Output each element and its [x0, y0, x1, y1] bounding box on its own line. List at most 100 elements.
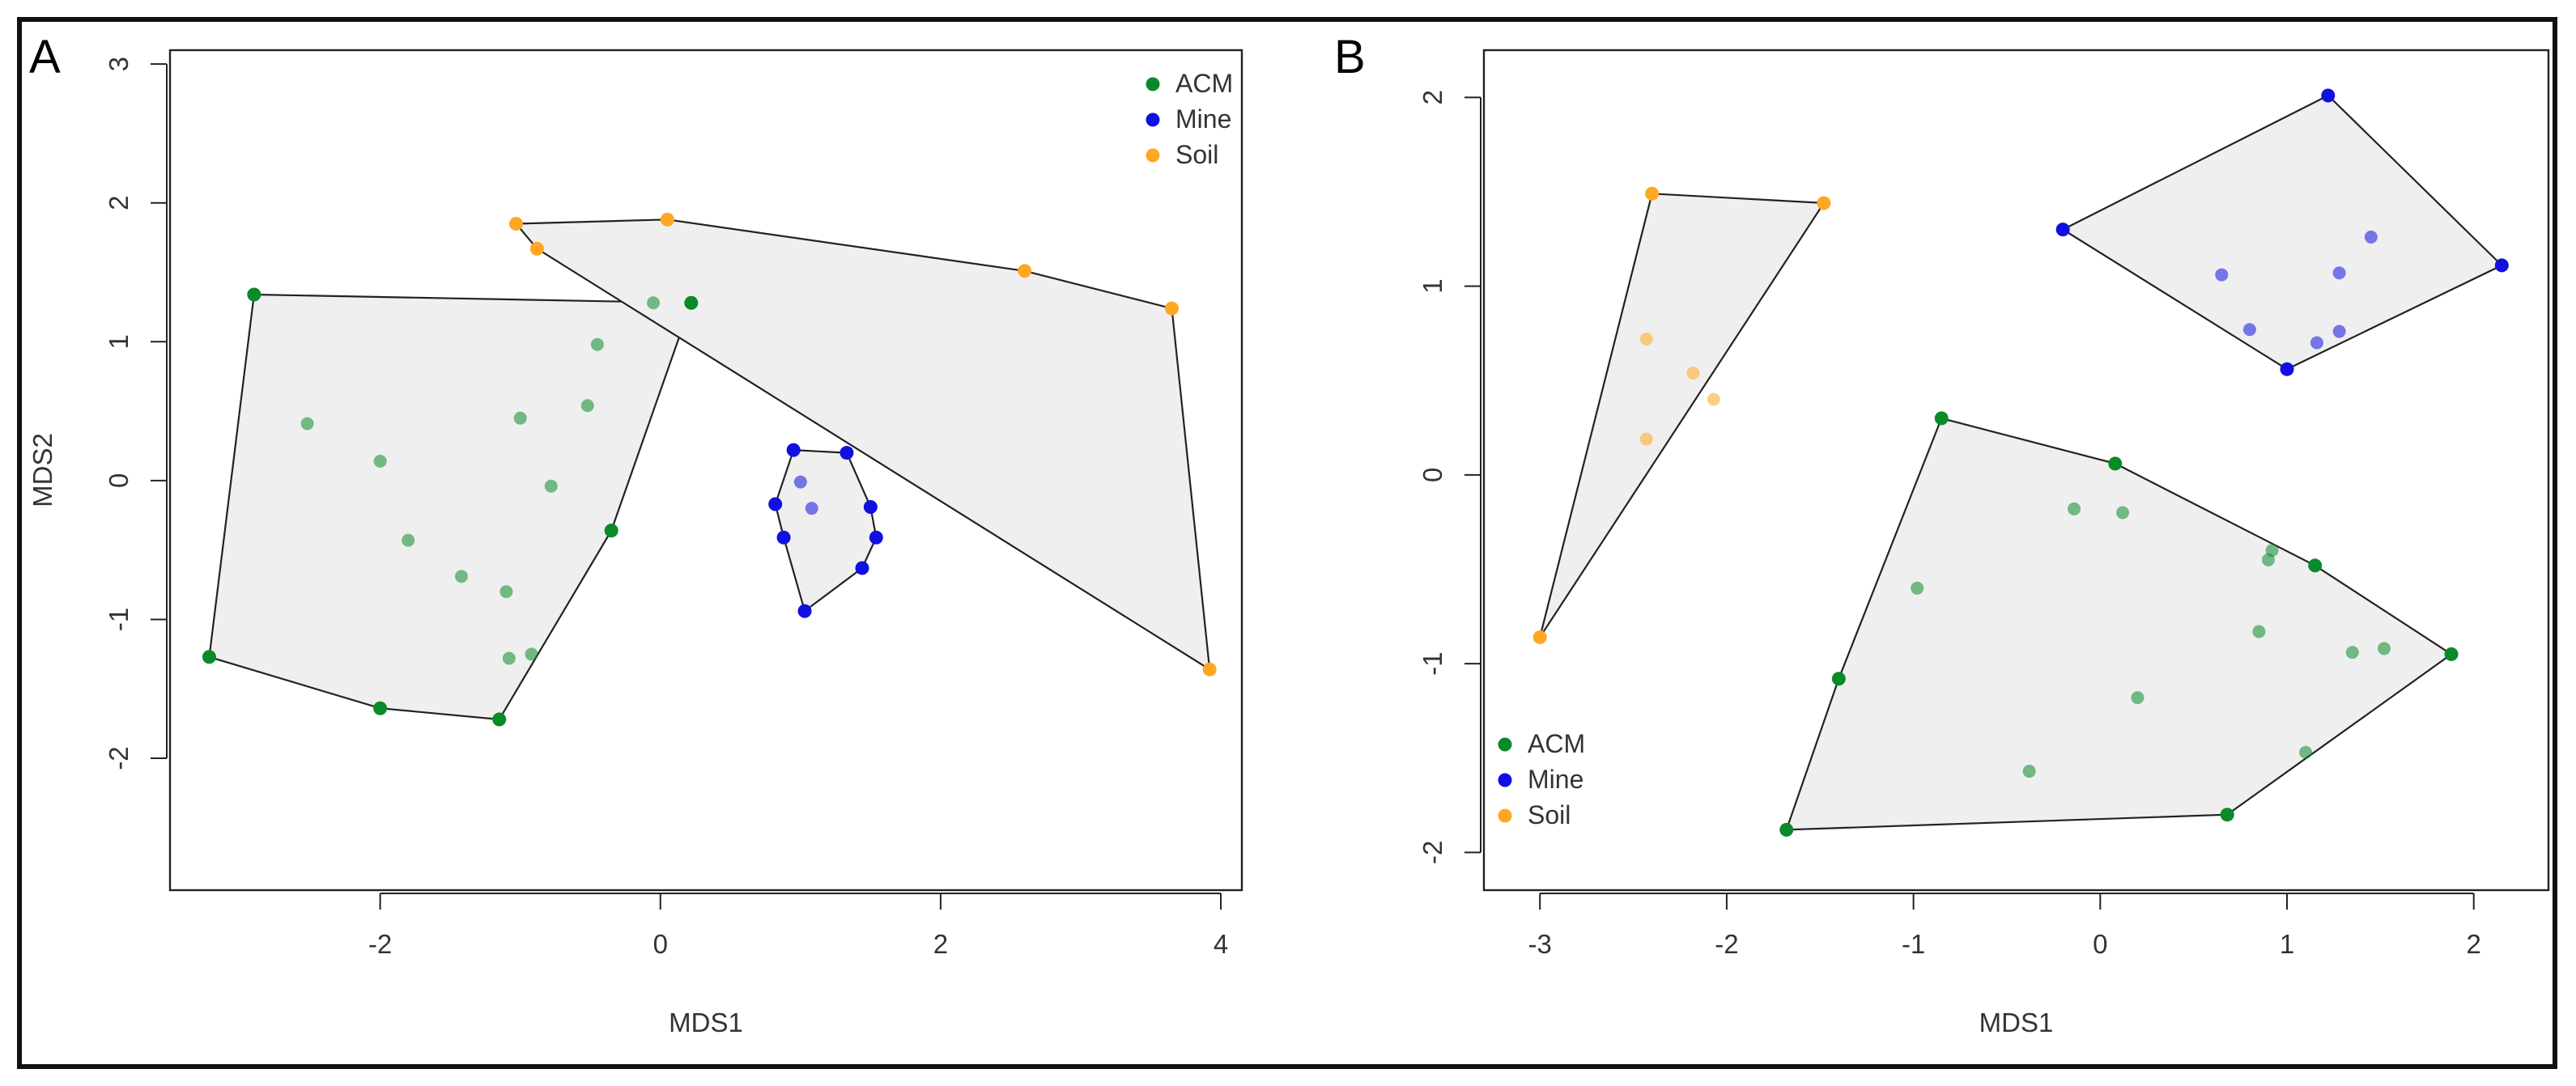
hull-point-acm — [492, 712, 507, 727]
hull-point-acm — [1831, 672, 1846, 686]
hull-point-mine — [2055, 223, 2070, 237]
point-mine — [2332, 266, 2346, 280]
point-acm — [544, 479, 558, 493]
hull-point-mine — [2280, 362, 2294, 376]
point-acm — [402, 533, 415, 547]
point-acm — [300, 417, 314, 431]
point-acm — [2252, 625, 2266, 638]
hull-point-acm — [2308, 558, 2323, 573]
point-mine — [2364, 230, 2378, 244]
point-acm — [2131, 691, 2145, 705]
y-axis-title: MDS2 — [28, 433, 57, 507]
point-acm — [373, 454, 387, 468]
hull-point-mine — [2321, 88, 2336, 103]
hull-point-acm — [2108, 456, 2123, 471]
point-mine — [2215, 268, 2229, 282]
point-mine — [793, 475, 807, 489]
point-mine — [2310, 336, 2323, 350]
legend-marker-soil — [1146, 148, 1160, 163]
y-tick-label: -1 — [1418, 651, 1447, 675]
x-axis-title: MDS1 — [1979, 1008, 2054, 1037]
point-soil — [1707, 392, 1720, 406]
legend-marker-acm — [1146, 77, 1160, 91]
y-tick-label: 2 — [104, 196, 134, 210]
y-tick-label: 2 — [1418, 90, 1447, 104]
point-mine — [2332, 325, 2346, 338]
x-tick-label: 1 — [2280, 929, 2294, 959]
hull-point-mine — [2494, 258, 2509, 273]
legend-label-mine: Mine — [1528, 765, 1583, 794]
y-tick-label: 0 — [104, 473, 134, 488]
point-mine — [2242, 323, 2256, 337]
hull-point-acm — [684, 295, 699, 310]
legend-label-soil: Soil — [1528, 800, 1571, 829]
hull-point-soil — [660, 212, 674, 227]
hull-point-acm — [2220, 808, 2234, 822]
y-tick-label: 1 — [1418, 278, 1447, 293]
point-soil — [1639, 432, 1653, 446]
y-tick-label: 0 — [1418, 468, 1447, 482]
hull-point-mine — [786, 443, 801, 457]
point-acm — [2261, 553, 2275, 566]
hull-point-soil — [1018, 264, 1032, 278]
y-tick-label: -2 — [104, 746, 134, 770]
hull-point-soil — [508, 216, 523, 231]
hull-point-acm — [2444, 647, 2459, 661]
point-acm — [1911, 581, 1924, 595]
point-acm — [2345, 646, 2359, 660]
hull-point-mine — [855, 561, 869, 575]
point-soil — [1686, 366, 1700, 380]
panel-label: A — [29, 31, 61, 83]
x-tick-label: -2 — [1715, 929, 1738, 959]
point-acm — [454, 570, 468, 583]
y-tick-label: -2 — [1418, 841, 1447, 864]
point-acm — [513, 411, 527, 425]
point-acm — [590, 337, 604, 351]
point-soil — [1639, 332, 1653, 346]
hull-point-acm — [1934, 411, 1949, 426]
x-tick-label: -1 — [1902, 929, 1925, 959]
hull-point-mine — [863, 499, 878, 514]
y-tick-label: 1 — [104, 334, 134, 349]
hull-point-soil — [1532, 630, 1547, 644]
panel-b: B -3 -2 -1 0 1 2 MDS1 -2 -1 0 1 2 ACM Mine Soil — [1334, 31, 2550, 1037]
hull-point-mine — [768, 497, 783, 511]
y-tick-label: -1 — [104, 608, 134, 631]
panel-a: A -2 0 2 4 MDS1 -2 -1 0 1 2 3 MDS2 ACM Mine Soil — [28, 31, 1243, 1037]
hull-point-soil — [1202, 662, 1217, 677]
point-acm — [580, 399, 594, 413]
point-acm — [2116, 506, 2129, 520]
plot-frame — [168, 49, 1243, 892]
legend-marker-mine — [1146, 112, 1160, 127]
hull-point-mine — [797, 604, 812, 618]
legend-marker-acm — [1498, 737, 1512, 752]
legend-label-acm: ACM — [1528, 729, 1585, 758]
x-tick-label: -3 — [1528, 929, 1552, 959]
point-acm — [2068, 502, 2081, 515]
legend-marker-soil — [1498, 808, 1512, 823]
hull-point-soil — [1817, 196, 1831, 210]
hull-point-acm — [247, 287, 261, 302]
legend-label-soil: Soil — [1175, 140, 1218, 169]
hull-point-soil — [1164, 301, 1179, 316]
x-tick-label: 2 — [2467, 929, 2481, 959]
hull-point-acm — [202, 650, 216, 664]
hull-point-acm — [1779, 822, 1794, 837]
point-acm — [2377, 642, 2391, 655]
plot-frame — [1482, 49, 2550, 892]
hull-point-acm — [604, 524, 618, 538]
hull-point-mine — [776, 530, 791, 545]
x-axis-title: MDS1 — [669, 1008, 743, 1037]
point-acm — [499, 585, 513, 599]
legend-label-acm: ACM — [1175, 69, 1233, 98]
legend-label-mine: Mine — [1175, 104, 1231, 134]
hull-point-acm — [373, 701, 388, 715]
x-tick-label: 0 — [2093, 929, 2107, 959]
point-acm — [647, 296, 661, 310]
point-acm — [2299, 745, 2313, 759]
hull-point-soil — [1645, 186, 1660, 201]
hull-point-mine — [840, 446, 854, 460]
x-tick-label: -2 — [368, 929, 392, 959]
point-mine — [805, 502, 818, 515]
